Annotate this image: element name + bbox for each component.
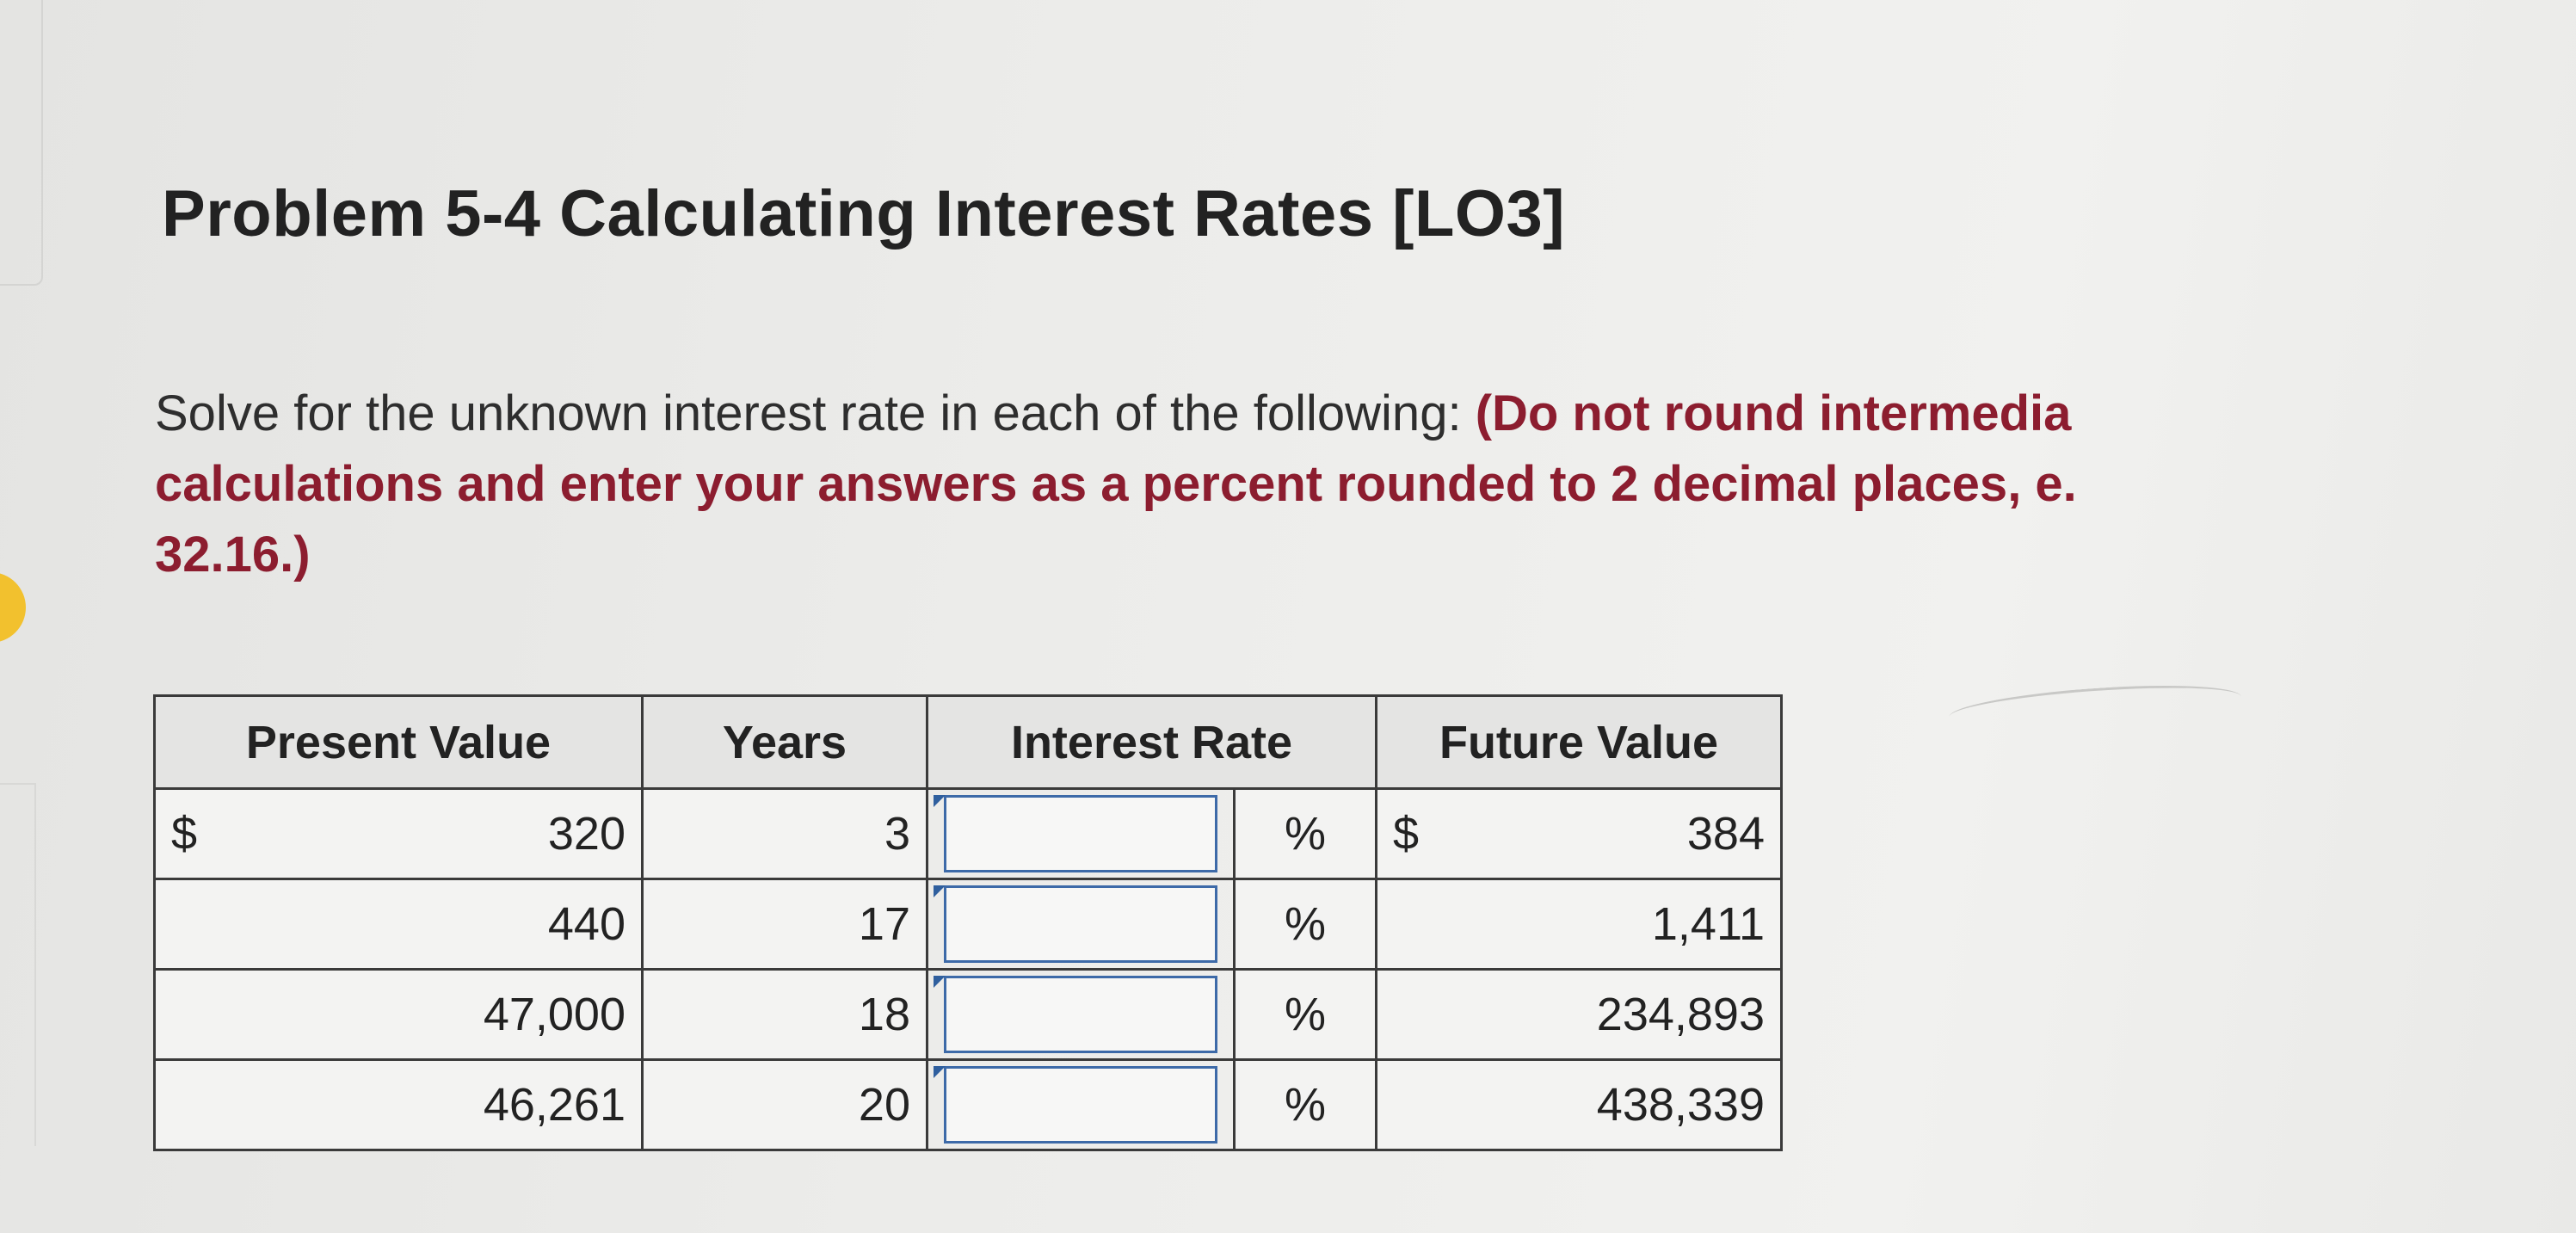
header-future-value: Future Value (1375, 694, 1783, 790)
interest-rate-input-cell (926, 1058, 1236, 1151)
table-row: $320 3 % $384 (153, 787, 1783, 880)
input-flag-icon (934, 1066, 946, 1078)
years-cell: 20 (641, 1058, 928, 1151)
left-panel-edge (0, 0, 43, 286)
percent-cell: % (1233, 1058, 1377, 1151)
interest-rate-input[interactable] (944, 1066, 1217, 1144)
years-cell: 18 (641, 968, 928, 1061)
interest-rate-input[interactable] (944, 976, 1217, 1053)
percent-cell: % (1233, 878, 1377, 971)
years-value: 20 (858, 1079, 910, 1131)
future-value-cell: 234,893 (1375, 968, 1783, 1061)
present-value-cell: 46,261 (153, 1058, 644, 1151)
future-value: 438,339 (1596, 1079, 1765, 1131)
years-cell: 17 (641, 878, 928, 971)
present-value-cell: 440 (153, 878, 644, 971)
header-years: Years (641, 694, 928, 790)
problem-title: Problem 5-4 Calculating Interest Rates [… (162, 177, 1566, 250)
input-flag-icon (934, 976, 946, 988)
future-value: 384 (1686, 808, 1765, 860)
table-row: 46,261 20 % 438,339 (153, 1058, 1783, 1151)
instructions-emphasis-3: 32.16.) (155, 527, 311, 583)
percent-symbol: % (1284, 808, 1326, 860)
percent-symbol: % (1284, 1079, 1326, 1131)
instructions-text: Solve for the unknown interest rate in e… (155, 385, 1476, 441)
instructions: Solve for the unknown interest rate in e… (155, 379, 2576, 590)
present-value: 320 (547, 808, 626, 860)
problem-table: Present Value Years Interest Rate Future… (153, 694, 1783, 1151)
future-value: 234,893 (1596, 989, 1765, 1040)
percent-symbol: % (1284, 898, 1326, 950)
percent-cell: % (1233, 787, 1377, 880)
future-value-cell: 438,339 (1375, 1058, 1783, 1151)
years-value: 17 (858, 898, 910, 950)
present-value: 440 (547, 898, 626, 950)
input-flag-icon (934, 795, 946, 807)
percent-cell: % (1233, 968, 1377, 1061)
currency-symbol: $ (1393, 808, 1420, 860)
present-value: 47,000 (483, 989, 626, 1040)
percent-symbol: % (1284, 989, 1326, 1040)
interest-rate-input[interactable] (944, 795, 1217, 872)
instructions-emphasis-2: calculations and enter your answers as a… (155, 456, 2077, 512)
left-panel-edge-lower (0, 783, 36, 1146)
interest-rate-input-cell (926, 787, 1236, 880)
input-flag-icon (934, 885, 946, 897)
future-value-cell: 1,411 (1375, 878, 1783, 971)
currency-symbol: $ (171, 808, 198, 860)
table-header-row: Present Value Years Interest Rate Future… (153, 694, 1783, 790)
present-value-cell: $320 (153, 787, 644, 880)
present-value: 46,261 (483, 1079, 626, 1131)
present-value-cell: 47,000 (153, 968, 644, 1061)
instructions-emphasis-1: (Do not round intermedia (1475, 385, 2072, 441)
instructions-line-1: Solve for the unknown interest rate in e… (155, 379, 2576, 449)
years-value: 18 (858, 989, 910, 1040)
pen-mark (1947, 678, 2243, 736)
interest-rate-input-cell (926, 968, 1236, 1061)
table-row: 47,000 18 % 234,893 (153, 968, 1783, 1061)
future-value: 1,411 (1651, 898, 1765, 950)
table-body: $320 3 % $384 440 17 % 1,411 (153, 787, 1783, 1151)
future-value-cell: $384 (1375, 787, 1783, 880)
header-interest-rate: Interest Rate (926, 694, 1377, 790)
header-present-value: Present Value (153, 694, 644, 790)
years-value: 3 (884, 808, 910, 860)
interest-rate-input-cell (926, 878, 1236, 971)
table-row: 440 17 % 1,411 (153, 878, 1783, 971)
years-cell: 3 (641, 787, 928, 880)
interest-rate-input[interactable] (944, 885, 1217, 963)
highlight-dot-icon (0, 572, 26, 643)
